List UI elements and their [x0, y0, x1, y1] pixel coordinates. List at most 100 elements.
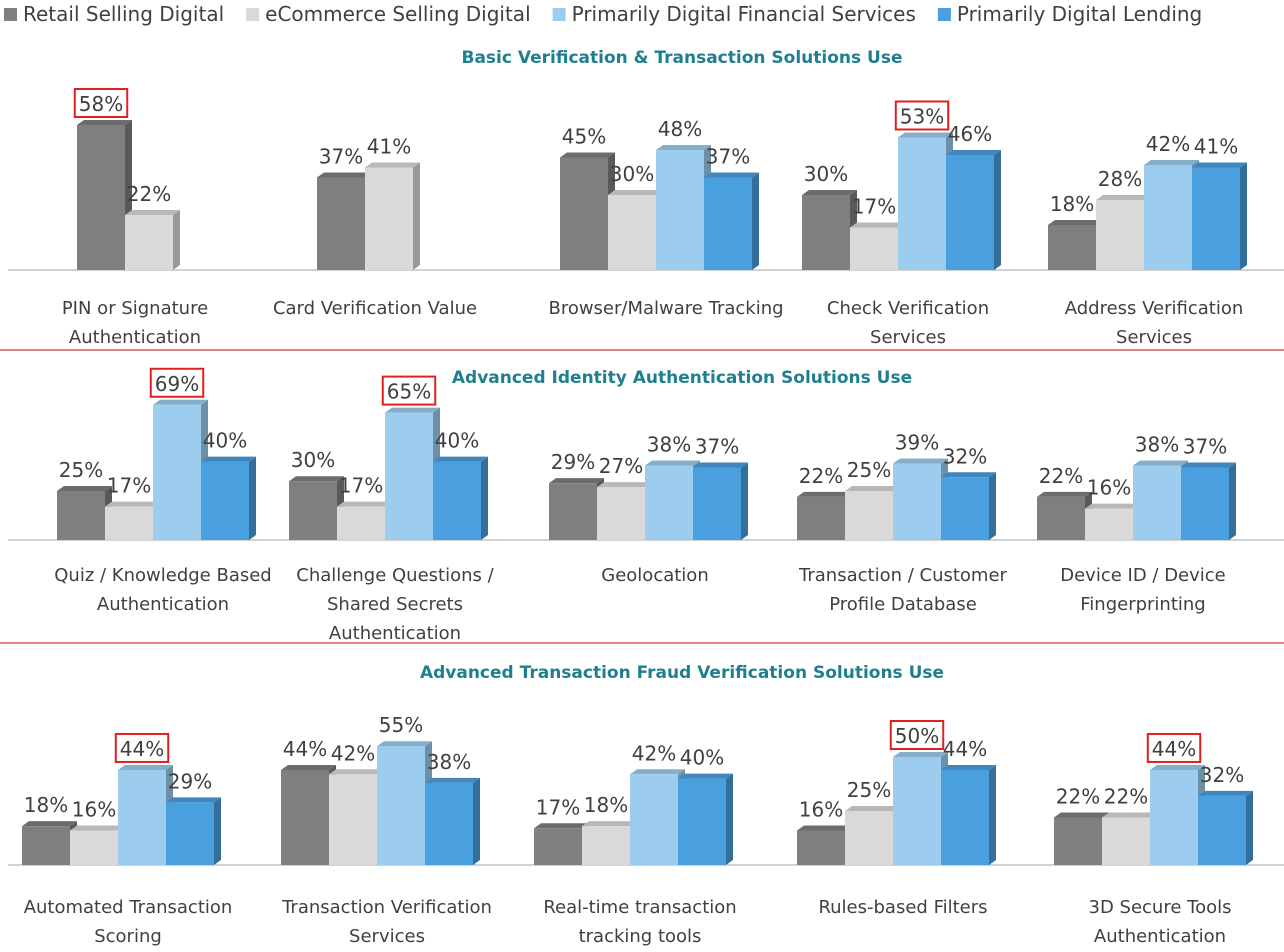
bar-side: [1229, 462, 1236, 540]
legend-swatch: [246, 8, 260, 21]
value-label: 58%: [79, 92, 123, 116]
bar-top: [1133, 460, 1188, 466]
bar-top: [704, 172, 759, 178]
bar-side: [173, 210, 180, 270]
bar-side: [994, 150, 1001, 270]
bar-top: [630, 769, 685, 775]
bar: [608, 195, 656, 270]
category-label: 3D Secure Tools Authentication: [1088, 897, 1232, 947]
highlight-box: [149, 367, 205, 398]
bar: [70, 830, 118, 865]
value-label: 46%: [948, 122, 992, 146]
bar-top: [125, 210, 180, 215]
bar: [385, 412, 433, 540]
value-label: 44%: [1152, 737, 1196, 761]
bar-top: [678, 773, 733, 779]
highlight-box: [889, 720, 945, 750]
bar: [1133, 465, 1181, 540]
category-label: Challenge Questions / Shared Secrets Aut…: [296, 565, 494, 644]
bar: [797, 830, 845, 865]
bar: [201, 461, 249, 540]
bar-top: [597, 482, 652, 488]
category-label: Device ID / Device Fingerprinting: [1060, 565, 1226, 615]
bar-side: [726, 773, 733, 865]
category-label: Transaction / Customer Profile Database: [799, 565, 1007, 615]
value-label: 50%: [895, 724, 939, 748]
value-label: 30%: [291, 448, 335, 472]
highlight-box: [894, 100, 950, 131]
bar: [1054, 817, 1102, 865]
bar-top: [77, 120, 132, 125]
value-label: 44%: [120, 737, 164, 761]
value-label: 18%: [1050, 192, 1094, 216]
value-label: 37%: [1183, 434, 1227, 458]
category-label: Check Verification Services: [826, 298, 990, 348]
bar: [1096, 200, 1144, 270]
bar-top: [693, 462, 748, 468]
value-label: 48%: [658, 117, 702, 141]
bar: [1048, 225, 1096, 270]
bar-top: [153, 399, 208, 405]
value-label: 44%: [943, 737, 987, 761]
value-label: 40%: [203, 429, 247, 453]
category-label: PIN or Signature Authentication: [61, 298, 209, 348]
bar: [941, 477, 989, 540]
value-label: 40%: [680, 746, 724, 770]
value-label: 38%: [427, 750, 471, 774]
bar: [704, 177, 752, 270]
value-label: 22%: [1104, 784, 1148, 808]
value-label: 38%: [1135, 433, 1179, 457]
bar-top: [656, 145, 711, 150]
value-label: 22%: [1039, 464, 1083, 488]
category-label: Geolocation: [601, 565, 709, 586]
highlight-box: [73, 88, 129, 118]
legend-label: Retail Selling Digital: [23, 2, 224, 26]
category-label: Quiz / Knowledge Based Authentication: [54, 565, 272, 615]
bar-side: [413, 162, 420, 270]
bar-top: [549, 478, 604, 484]
bar-top: [1054, 812, 1109, 818]
legend-swatch: [552, 8, 566, 21]
value-label: 69%: [155, 372, 199, 396]
bar-top: [1048, 220, 1103, 225]
bar-top: [845, 806, 900, 811]
bar: [433, 461, 481, 540]
bar: [1102, 817, 1150, 865]
category-label: Address Verification Services: [1064, 298, 1244, 348]
bar: [534, 828, 582, 865]
bar: [57, 491, 105, 540]
highlight-box: [114, 732, 170, 763]
value-label: 41%: [1194, 135, 1238, 159]
bar-top: [560, 152, 615, 158]
value-label: 55%: [379, 713, 423, 737]
bar: [1192, 167, 1240, 270]
bar-top: [70, 825, 125, 831]
value-label: 22%: [799, 464, 843, 488]
category-label: Card Verification Value: [272, 298, 478, 319]
value-label: 17%: [339, 474, 383, 498]
value-label: 40%: [435, 429, 479, 453]
bar: [678, 778, 726, 865]
bar-top: [433, 456, 488, 462]
value-label: 30%: [804, 162, 848, 186]
value-label: 38%: [647, 433, 691, 457]
bar-side: [473, 777, 480, 865]
category-label: Automated Transaction Scoring: [23, 897, 233, 947]
bar: [317, 177, 365, 270]
bar-top: [893, 458, 948, 464]
bar-top: [941, 764, 996, 770]
bar: [549, 483, 597, 540]
panel-title: Basic Verification & Transaction Solutio…: [462, 48, 903, 68]
value-label: 16%: [799, 797, 843, 821]
value-label: 44%: [283, 737, 327, 761]
value-label: 18%: [24, 793, 68, 817]
category-label: Transaction Verification Services: [282, 897, 492, 947]
bar-top: [1150, 764, 1205, 770]
bar: [845, 491, 893, 540]
bar: [898, 137, 946, 270]
bar: [797, 496, 845, 540]
bar: [1150, 769, 1198, 865]
value-label: 17%: [107, 474, 151, 498]
bar: [845, 811, 893, 865]
bar-top: [57, 486, 112, 491]
